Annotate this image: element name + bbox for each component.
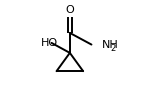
Text: NH: NH xyxy=(101,40,118,50)
Text: HO: HO xyxy=(41,38,58,48)
Text: 2: 2 xyxy=(111,44,116,53)
Text: O: O xyxy=(65,6,74,15)
